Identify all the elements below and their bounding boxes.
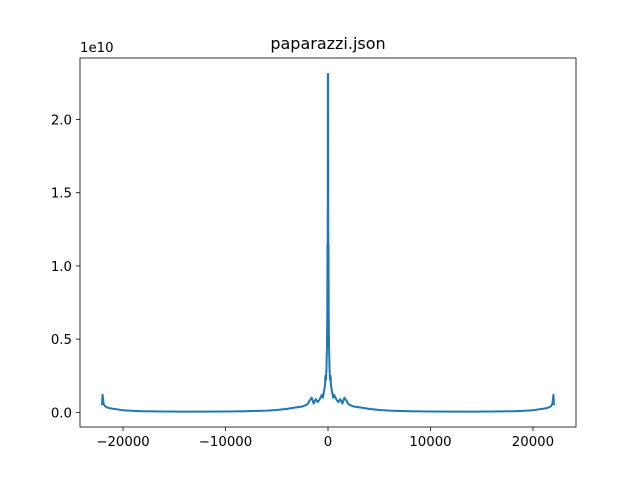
x-tick-label: 0 — [324, 435, 332, 450]
x-axis: −20000 −10000 0 10000 20000 — [96, 427, 554, 450]
y-tick-label: 1.5 — [51, 187, 72, 202]
y-tick-label: 2.0 — [51, 114, 72, 129]
plot-area — [101, 73, 555, 413]
y-tick-label: 1.0 — [51, 260, 72, 275]
y-axis: 0.0 0.5 1.0 1.5 2.0 — [51, 114, 80, 421]
y-offset-label: 1e10 — [80, 41, 114, 56]
x-tick-label: 10000 — [409, 435, 451, 450]
y-tick-label: 0.0 — [51, 406, 72, 421]
x-tick-label: −10000 — [199, 435, 252, 450]
chart-title: paparazzi.json — [270, 34, 385, 53]
series-line-0 — [101, 73, 555, 413]
y-tick-label: 0.5 — [51, 333, 72, 348]
x-tick-label: −20000 — [96, 435, 149, 450]
x-tick-label: 20000 — [512, 435, 554, 450]
